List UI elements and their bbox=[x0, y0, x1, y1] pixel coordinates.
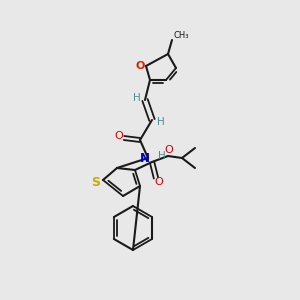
Text: H: H bbox=[133, 93, 141, 103]
Text: CH₃: CH₃ bbox=[174, 32, 190, 40]
Text: S: S bbox=[92, 176, 100, 188]
Text: O: O bbox=[135, 61, 145, 71]
Text: N: N bbox=[140, 152, 150, 164]
Text: O: O bbox=[165, 145, 173, 155]
Text: O: O bbox=[115, 131, 123, 141]
Text: H: H bbox=[157, 117, 165, 127]
Text: O: O bbox=[154, 177, 164, 187]
Text: H: H bbox=[158, 151, 166, 161]
